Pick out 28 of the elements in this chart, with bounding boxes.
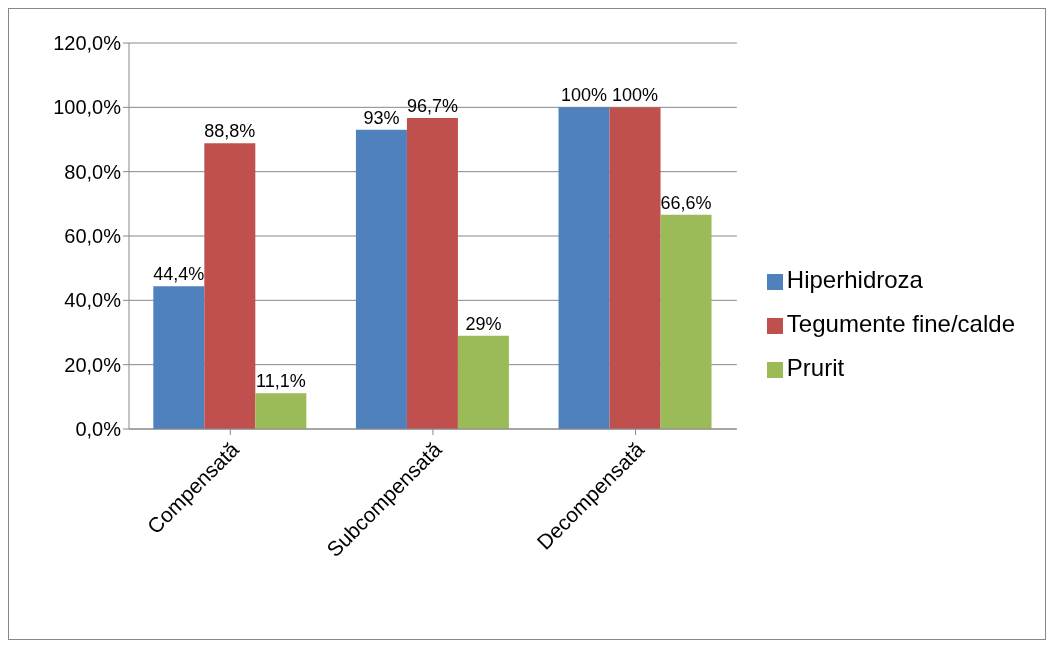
- data-label: 96,7%: [406, 95, 458, 116]
- bar: [355, 129, 407, 429]
- data-label: 11,1%: [255, 371, 306, 392]
- data-label: 93%: [363, 107, 400, 128]
- legend-label: Prurit: [786, 354, 845, 381]
- data-label: 100%: [612, 85, 659, 106]
- bar: [457, 335, 509, 429]
- bar: [204, 143, 256, 429]
- bar: [153, 286, 205, 429]
- data-label: 66,6%: [660, 192, 712, 213]
- y-tick-label: 80,0%: [64, 160, 122, 183]
- y-tick-label: 60,0%: [64, 225, 122, 248]
- legend-label: Tegumente fine/calde: [786, 310, 1015, 337]
- y-tick-label: 100,0%: [53, 96, 122, 119]
- bar: [609, 107, 661, 429]
- bar: [558, 107, 610, 429]
- y-tick-label: 40,0%: [64, 289, 122, 312]
- data-label: 88,8%: [204, 121, 256, 142]
- legend-label: Hiperhidroza: [786, 266, 923, 293]
- y-tick-label: 0,0%: [75, 418, 122, 441]
- bar: [660, 214, 712, 429]
- data-label: 44,4%: [153, 264, 205, 285]
- y-tick-label: 120,0%: [53, 32, 122, 55]
- data-label: 29%: [465, 313, 502, 334]
- bar: [255, 393, 307, 429]
- y-tick-label: 20,0%: [64, 353, 122, 376]
- bar: [406, 117, 458, 429]
- data-label: 100%: [561, 85, 608, 106]
